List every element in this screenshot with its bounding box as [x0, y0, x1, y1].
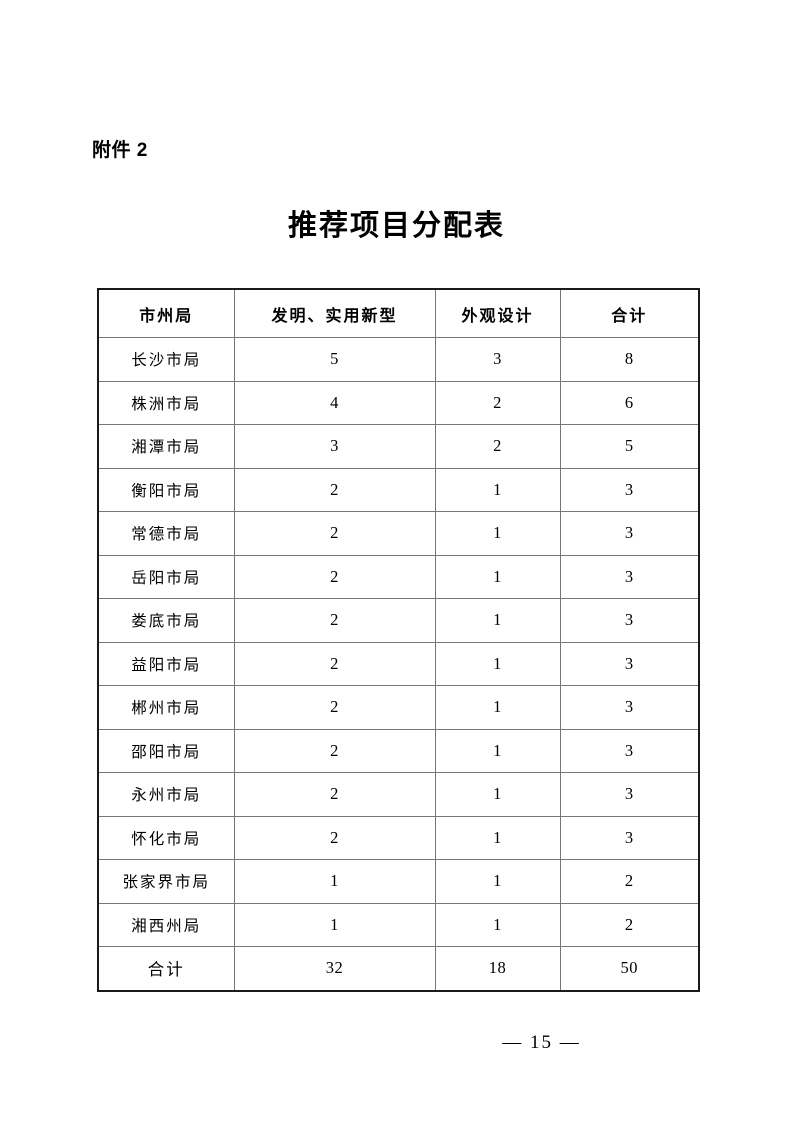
table-row: 益阳市局 2 1 3 [97, 641, 700, 686]
table-header: 市州局 发明、实用新型 外观设计 合计 [97, 288, 700, 338]
cell-bureau: 湘潭市局 [97, 424, 235, 469]
cell-total: 3 [559, 511, 700, 556]
cell-invention: 2 [233, 511, 436, 556]
cell-total-label: 合计 [97, 946, 235, 991]
table-row: 永州市局 2 1 3 [97, 772, 700, 817]
table-row: 常德市局 2 1 3 [97, 511, 700, 556]
table-row: 张家界市局 1 1 2 [97, 859, 700, 904]
cell-bureau: 常德市局 [97, 511, 235, 556]
cell-invention: 1 [233, 902, 436, 947]
cell-total: 3 [559, 685, 700, 730]
cell-invention: 4 [233, 380, 436, 425]
cell-design: 1 [434, 641, 561, 686]
column-header-bureau: 市州局 [97, 288, 235, 338]
cell-total: 2 [559, 859, 700, 904]
table-row: 邵阳市局 2 1 3 [97, 728, 700, 773]
table-row: 岳阳市局 2 1 3 [97, 554, 700, 599]
cell-design: 1 [434, 728, 561, 773]
cell-bureau: 衡阳市局 [97, 467, 235, 512]
cell-design: 1 [434, 902, 561, 947]
cell-design: 1 [434, 772, 561, 817]
cell-total: 6 [559, 380, 700, 425]
cell-total-invention: 32 [233, 946, 436, 991]
page-title: 推荐项目分配表 [287, 210, 505, 242]
cell-bureau: 株洲市局 [97, 380, 235, 425]
cell-invention: 1 [233, 859, 436, 904]
cell-invention: 2 [233, 815, 436, 860]
column-header-design: 外观设计 [434, 288, 561, 338]
cell-design: 1 [434, 598, 561, 643]
cell-total: 3 [559, 598, 700, 643]
cell-total: 3 [559, 467, 700, 512]
cell-total: 2 [559, 902, 700, 947]
cell-invention: 3 [233, 424, 436, 469]
table-row: 郴州市局 2 1 3 [97, 685, 700, 730]
table-row: 衡阳市局 2 1 3 [97, 467, 700, 512]
table-row: 娄底市局 2 1 3 [97, 598, 700, 643]
cell-total: 3 [559, 772, 700, 817]
cell-invention: 2 [233, 641, 436, 686]
table-body: 长沙市局 5 3 8 株洲市局 4 2 6 湘潭市局 3 2 5 [97, 337, 700, 991]
cell-total: 3 [559, 641, 700, 686]
column-header-total: 合计 [559, 288, 700, 338]
attachment-label: 附件 2 [92, 140, 148, 161]
table-row: 湘西州局 1 1 2 [97, 902, 700, 947]
cell-invention: 2 [233, 554, 436, 599]
cell-bureau: 娄底市局 [97, 598, 235, 643]
cell-bureau: 湘西州局 [97, 902, 235, 947]
table-row: 怀化市局 2 1 3 [97, 815, 700, 860]
cell-design: 1 [434, 554, 561, 599]
cell-total: 3 [559, 815, 700, 860]
cell-total: 5 [559, 424, 700, 469]
table-total-row: 合计 32 18 50 [97, 946, 700, 991]
cell-design: 1 [434, 511, 561, 556]
cell-bureau: 张家界市局 [97, 859, 235, 904]
cell-total: 3 [559, 728, 700, 773]
cell-design: 1 [434, 859, 561, 904]
cell-design: 3 [434, 337, 561, 382]
cell-bureau: 邵阳市局 [97, 728, 235, 773]
cell-invention: 2 [233, 598, 436, 643]
table-header-row: 市州局 发明、实用新型 外观设计 合计 [97, 288, 700, 338]
allocation-table-container: 市州局 发明、实用新型 外观设计 合计 长沙市局 5 3 8 株洲市局 4 2 [97, 288, 700, 992]
cell-invention: 5 [233, 337, 436, 382]
cell-bureau: 怀化市局 [97, 815, 235, 860]
cell-bureau: 长沙市局 [97, 337, 235, 382]
cell-invention: 2 [233, 772, 436, 817]
cell-bureau: 益阳市局 [97, 641, 235, 686]
cell-invention: 2 [233, 728, 436, 773]
cell-bureau: 永州市局 [97, 772, 235, 817]
cell-design: 1 [434, 815, 561, 860]
cell-invention: 2 [233, 685, 436, 730]
cell-design: 1 [434, 685, 561, 730]
page-number-text: — 15 — [502, 1032, 581, 1053]
cell-invention: 2 [233, 467, 436, 512]
table-row: 湘潭市局 3 2 5 [97, 424, 700, 469]
column-header-invention: 发明、实用新型 [233, 288, 436, 338]
cell-total-total: 50 [559, 946, 700, 991]
table-row: 株洲市局 4 2 6 [97, 380, 700, 425]
cell-design: 1 [434, 467, 561, 512]
cell-design: 2 [434, 380, 561, 425]
cell-total-design: 18 [434, 946, 561, 991]
cell-design: 2 [434, 424, 561, 469]
cell-bureau: 岳阳市局 [97, 554, 235, 599]
page-number-footer: — 15 — [0, 1032, 793, 1054]
cell-total: 3 [559, 554, 700, 599]
cell-total: 8 [559, 337, 700, 382]
table-row: 长沙市局 5 3 8 [97, 337, 700, 382]
allocation-table: 市州局 发明、实用新型 外观设计 合计 长沙市局 5 3 8 株洲市局 4 2 [97, 288, 700, 992]
cell-bureau: 郴州市局 [97, 685, 235, 730]
